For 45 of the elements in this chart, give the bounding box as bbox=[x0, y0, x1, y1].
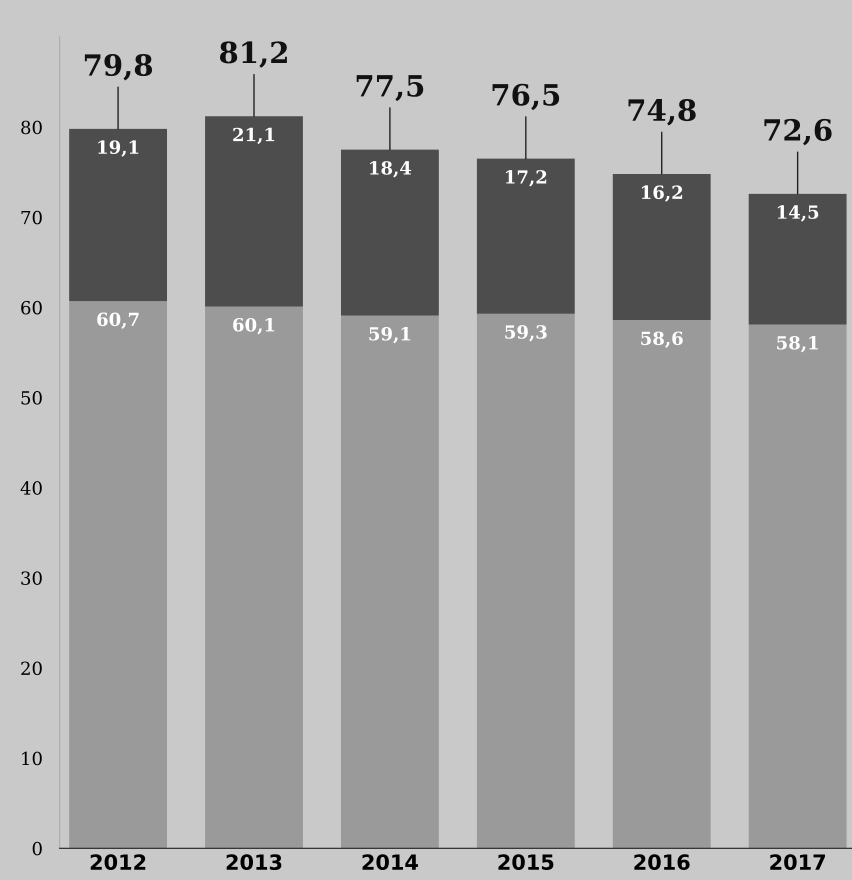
data-label: 60,1 bbox=[233, 318, 274, 334]
data-label: 18,4 bbox=[370, 161, 412, 178]
total-label: 81,2 bbox=[220, 41, 287, 68]
bar bbox=[69, 301, 168, 848]
y-tick-label: 70 bbox=[22, 210, 42, 224]
bar bbox=[340, 150, 439, 316]
data-label: 58,1 bbox=[777, 336, 818, 352]
data-label: 59,3 bbox=[505, 325, 547, 342]
data-label: 59,1 bbox=[369, 326, 410, 344]
y-tick-label: 50 bbox=[22, 391, 42, 405]
data-label: 21,1 bbox=[233, 128, 274, 144]
data-label: 17,2 bbox=[506, 170, 546, 186]
bar bbox=[612, 320, 711, 848]
x-tick-label: 2017 bbox=[770, 854, 825, 870]
bar bbox=[340, 316, 439, 848]
data-label: 14,5 bbox=[778, 205, 818, 222]
bar bbox=[476, 314, 575, 848]
bar bbox=[748, 324, 847, 848]
bar bbox=[69, 128, 168, 302]
total-label: 76,5 bbox=[492, 84, 560, 110]
bar bbox=[205, 116, 303, 307]
total-label: 77,5 bbox=[356, 75, 424, 102]
total-label: 74,8 bbox=[628, 99, 696, 126]
y-tick-label: 40 bbox=[20, 481, 42, 495]
total-label: 79,8 bbox=[84, 54, 152, 80]
data-label: 19,1 bbox=[98, 140, 138, 157]
x-tick-label: 2014 bbox=[362, 854, 418, 870]
y-tick-label: 30 bbox=[21, 571, 42, 585]
bar bbox=[205, 306, 303, 848]
data-label: 58,6 bbox=[641, 331, 683, 348]
y-tick-label: 80 bbox=[21, 120, 42, 134]
y-tick-label: 20 bbox=[21, 661, 42, 676]
y-tick-label: 0 bbox=[32, 842, 42, 856]
y-tick-label: 10 bbox=[22, 752, 42, 766]
total-label: 72,6 bbox=[764, 118, 832, 146]
x-tick-label: 2013 bbox=[226, 854, 282, 870]
data-label: 16,2 bbox=[642, 185, 682, 202]
data-label: 60,7 bbox=[97, 312, 139, 329]
bar bbox=[476, 158, 575, 314]
x-tick-label: 2016 bbox=[634, 854, 690, 870]
bar bbox=[612, 174, 711, 320]
x-tick-label: 2015 bbox=[498, 854, 554, 870]
y-tick-label: 60 bbox=[21, 300, 42, 315]
bar bbox=[748, 194, 847, 325]
x-tick-label: 2012 bbox=[90, 854, 146, 870]
